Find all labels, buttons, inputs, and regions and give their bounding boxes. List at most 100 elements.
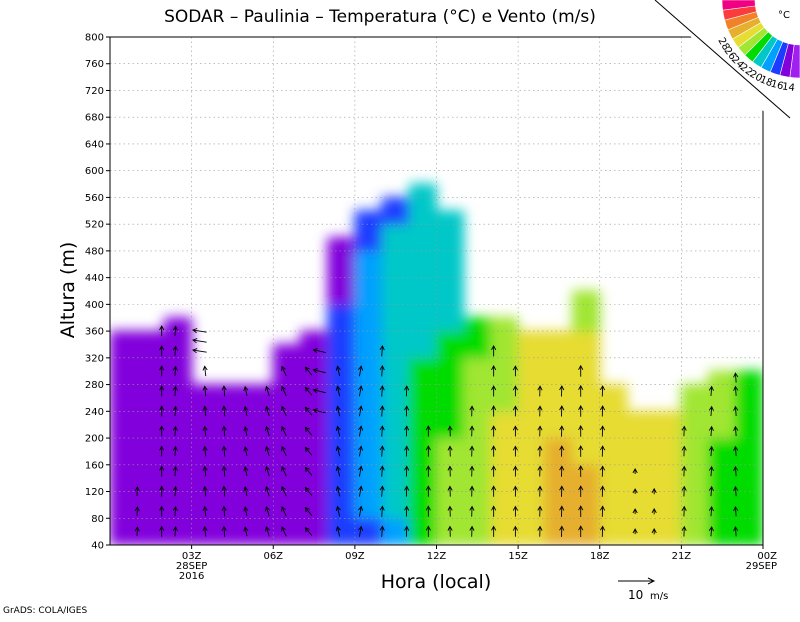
y-tick-label: 640	[85, 139, 104, 150]
temperature-cell	[463, 317, 491, 331]
temperature-cell	[599, 411, 627, 439]
temperature-cell	[354, 464, 382, 492]
y-tick-label: 800	[85, 33, 104, 44]
temperature-cell	[572, 291, 600, 305]
wind-vector	[193, 349, 207, 353]
temperature-cell	[708, 491, 736, 519]
temperature-cell	[463, 491, 491, 519]
temperature-cell	[300, 331, 328, 359]
temperature-cell	[681, 384, 709, 412]
reference-vector-unit: m/s	[650, 591, 668, 602]
temperature-cell	[354, 210, 382, 251]
reference-vector: 10 m/s	[618, 578, 668, 602]
temperature-cell	[409, 357, 437, 385]
temperature-cell	[599, 438, 627, 466]
temperature-cell	[409, 464, 437, 492]
temperature-cell	[327, 357, 355, 385]
temperature-cell	[273, 491, 301, 519]
y-tick-label: 520	[85, 220, 104, 231]
temperature-cell	[436, 357, 464, 385]
temperature-cell	[572, 357, 600, 385]
temperature-cell	[382, 357, 410, 385]
temperature-cell	[110, 384, 165, 412]
temperature-cell	[463, 331, 491, 359]
temperature-cell	[463, 464, 491, 492]
chart-title: SODAR – Paulinia – Temperatura (°C) e Ve…	[164, 7, 596, 27]
colorbar-unit: °C	[778, 10, 790, 21]
temperature-cell	[164, 464, 192, 492]
temperature-cell	[735, 438, 763, 466]
temperature-cell	[545, 384, 573, 412]
y-tick-label: 200	[85, 434, 104, 445]
temperature-cell	[518, 411, 546, 439]
temperature-cell	[300, 491, 328, 519]
temperature-cell	[300, 384, 328, 412]
temperature-cell	[327, 491, 355, 519]
temperature-cell	[273, 438, 301, 466]
temperature-cell	[164, 438, 192, 466]
temperature-cell	[681, 411, 709, 439]
temperature-cell	[409, 438, 437, 466]
x-tick-label: 06Z	[263, 551, 283, 562]
temperature-cell	[409, 197, 437, 225]
temperature-cell	[164, 518, 192, 546]
temperature-cell	[708, 371, 736, 385]
temperature-cell	[110, 331, 165, 359]
temperature-cell	[273, 464, 301, 492]
temperature-cell	[436, 304, 464, 332]
temperature-cell	[626, 464, 681, 492]
temperature-cell	[382, 250, 410, 278]
temperature-cell	[409, 277, 437, 305]
wind-vector	[193, 329, 207, 333]
temperature-cell	[382, 411, 410, 439]
temperature-cell	[545, 518, 573, 546]
temperature-cell	[572, 518, 600, 546]
temperature-cell	[327, 384, 355, 412]
temperature-cell	[626, 411, 681, 439]
temperature-cell	[463, 518, 491, 546]
temperature-cell	[681, 438, 709, 466]
temperature-cell	[354, 411, 382, 439]
temperature-cell	[191, 411, 274, 439]
temperature-cell	[354, 277, 382, 305]
temperature-cell	[490, 331, 518, 359]
x-tick-label: 29SEP	[746, 561, 777, 572]
temperature-cell	[518, 357, 546, 385]
temperature-cell	[572, 411, 600, 439]
temperature-field	[110, 184, 764, 546]
x-tick-label: 21Z	[672, 551, 692, 562]
temperature-cell	[572, 491, 600, 519]
temperature-cell	[735, 384, 763, 412]
temperature-cell	[518, 384, 546, 412]
temperature-cell	[382, 518, 410, 546]
temperature-cell	[191, 438, 274, 466]
x-tick-label: 15Z	[508, 551, 528, 562]
temperature-cell	[518, 331, 546, 359]
temperature-cell	[436, 331, 464, 359]
temperature-cell	[300, 438, 328, 466]
temperature-cell	[463, 357, 491, 385]
temperature-cell	[409, 304, 437, 332]
temperature-cell	[735, 464, 763, 492]
temperature-cell	[463, 438, 491, 466]
temperature-cell	[409, 411, 437, 439]
plot-area: 4080120160200240280320360400440480520560…	[85, 33, 777, 583]
y-axis-label: Altura (m)	[57, 242, 79, 339]
x-tick-label: 12Z	[427, 551, 447, 562]
temperature-cell	[191, 491, 274, 519]
temperature-cell	[327, 277, 355, 305]
temperature-cell	[490, 357, 518, 385]
y-tick-label: 760	[85, 59, 104, 70]
temperature-cell	[735, 518, 763, 546]
x-tick-label: 2016	[179, 571, 204, 582]
temperature-cell	[327, 464, 355, 492]
temperature-cell	[110, 357, 165, 385]
temperature-cell	[681, 518, 709, 546]
temperature-cell	[735, 411, 763, 439]
y-tick-label: 400	[85, 300, 104, 311]
y-tick-label: 360	[85, 327, 104, 338]
temperature-cell	[164, 357, 192, 385]
y-tick-label: 240	[85, 407, 104, 418]
temperature-cell	[518, 464, 546, 492]
y-axis-ticks: 4080120160200240280320360400440480520560…	[85, 33, 110, 552]
